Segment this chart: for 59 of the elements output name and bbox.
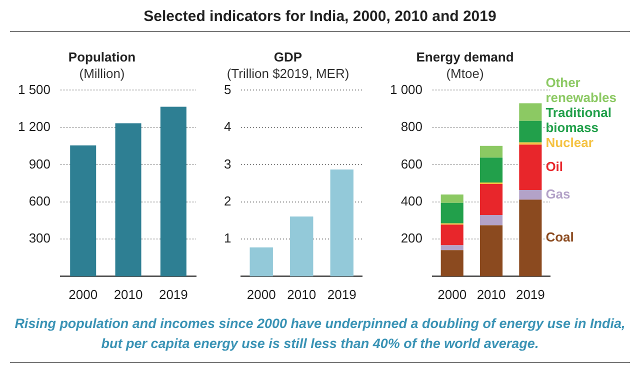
chart-subtitle: (Trillion $2019, MER) bbox=[226, 66, 350, 81]
bar bbox=[70, 145, 96, 276]
y-tick-label: 400 bbox=[400, 194, 423, 208]
bar bbox=[519, 144, 542, 190]
x-tick-label: 2010 bbox=[114, 286, 143, 302]
bar bbox=[440, 250, 464, 276]
chart-subtitle: (Mtoe) bbox=[446, 66, 484, 81]
y-tick-label: 3 bbox=[224, 156, 232, 172]
x-tick-label: 2019 bbox=[327, 286, 356, 302]
bar bbox=[290, 216, 314, 276]
chart-subtitle: (Million) bbox=[79, 66, 125, 81]
y-tick-label: 200 bbox=[400, 230, 423, 246]
x-tick-label: 2019 bbox=[516, 286, 545, 302]
chart-title: Population bbox=[68, 49, 136, 64]
y-tick-label: 1 500 bbox=[18, 82, 51, 97]
bar bbox=[250, 247, 273, 276]
x-tick-label: 2019 bbox=[158, 286, 188, 302]
bar bbox=[480, 146, 503, 158]
x-tick-label: 2000 bbox=[68, 286, 98, 302]
bar bbox=[330, 170, 354, 276]
y-tick-label: 4 bbox=[224, 119, 232, 134]
y-tick-label: 1 200 bbox=[18, 119, 51, 134]
bar bbox=[519, 200, 542, 276]
bar bbox=[440, 245, 464, 250]
bar bbox=[480, 214, 503, 226]
x-tick-label: 2010 bbox=[476, 286, 506, 302]
y-tick-label: 5 bbox=[224, 82, 232, 97]
bar bbox=[440, 194, 464, 203]
y-tick-label: 1 000 bbox=[390, 82, 423, 97]
bar bbox=[440, 202, 464, 224]
y-tick-label: 800 bbox=[400, 119, 423, 134]
series-label: Traditional biomass bbox=[546, 105, 612, 136]
bar bbox=[160, 106, 186, 276]
chart-title: Energy demand bbox=[416, 49, 514, 64]
y-tick-label: 600 bbox=[28, 194, 51, 208]
y-tick-label: 900 bbox=[28, 156, 51, 172]
bar bbox=[480, 158, 503, 183]
series-label: Gas bbox=[546, 186, 570, 202]
bar bbox=[440, 224, 464, 246]
y-tick-label: 2 bbox=[224, 194, 232, 208]
series-label: Coal bbox=[546, 230, 574, 245]
x-tick-label: 2000 bbox=[246, 286, 276, 302]
bar bbox=[519, 120, 542, 142]
text: Rising population and incomes since 2000 have underpinned a doubling of energy use in India, but per capita energy use is still less than 40% of the world average. bbox=[10, 314, 630, 363]
bar bbox=[519, 103, 542, 121]
x-tick-label: 2010 bbox=[287, 286, 316, 302]
bar bbox=[519, 190, 542, 200]
chart-title: GDP bbox=[274, 49, 302, 64]
text: Selected indicators for India, 2000, 2010 and 2019 bbox=[10, 8, 630, 32]
series-label: Oil bbox=[546, 158, 564, 174]
series-label: Nuclear bbox=[546, 135, 594, 150]
bar bbox=[480, 184, 503, 215]
y-tick-label: 300 bbox=[28, 230, 51, 246]
bar bbox=[115, 123, 142, 276]
series-label: Other renewables bbox=[546, 75, 617, 106]
bar bbox=[480, 225, 503, 276]
y-tick-label: 1 bbox=[224, 230, 232, 246]
y-tick-label: 600 bbox=[400, 156, 423, 172]
x-tick-label: 2000 bbox=[438, 286, 467, 302]
